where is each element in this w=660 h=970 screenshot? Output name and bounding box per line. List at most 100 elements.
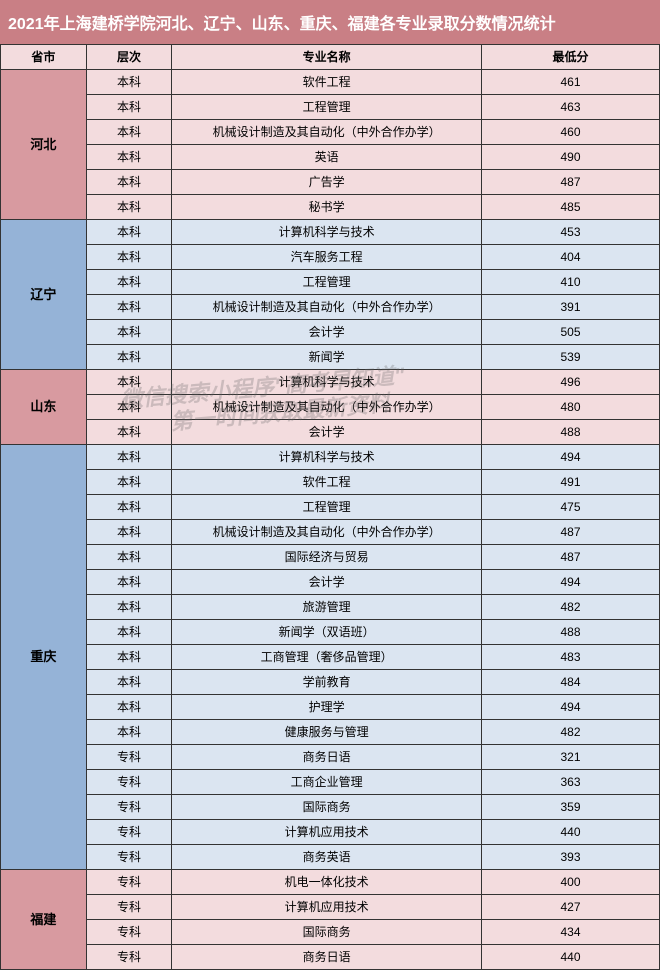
major-cell: 机械设计制造及其自动化（中外合作办学） [172,120,482,145]
level-cell: 本科 [86,420,172,445]
major-cell: 工程管理 [172,495,482,520]
table-row: 本科英语490 [1,145,660,170]
level-cell: 本科 [86,120,172,145]
table-row: 本科工程管理463 [1,95,660,120]
major-cell: 商务日语 [172,745,482,770]
table-row: 本科健康服务与管理482 [1,720,660,745]
level-cell: 专科 [86,920,172,945]
major-cell: 新闻学 [172,345,482,370]
score-cell: 494 [482,445,660,470]
score-cell: 488 [482,620,660,645]
table-row: 专科商务英语393 [1,845,660,870]
major-cell: 秘书学 [172,195,482,220]
score-cell: 496 [482,370,660,395]
level-cell: 专科 [86,945,172,970]
score-cell: 491 [482,470,660,495]
table-row: 本科机械设计制造及其自动化（中外合作办学）460 [1,120,660,145]
major-cell: 机械设计制造及其自动化（中外合作办学） [172,520,482,545]
score-cell: 488 [482,420,660,445]
major-cell: 软件工程 [172,470,482,495]
major-cell: 护理学 [172,695,482,720]
major-cell: 商务日语 [172,945,482,970]
table-row: 本科汽车服务工程404 [1,245,660,270]
table-row: 山东本科计算机科学与技术496 [1,370,660,395]
table-container: 2021年上海建桥学院河北、辽宁、山东、重庆、福建各专业录取分数情况统计 省市 … [0,0,660,970]
level-cell: 本科 [86,620,172,645]
major-cell: 会计学 [172,420,482,445]
major-cell: 工程管理 [172,95,482,120]
score-cell: 482 [482,720,660,745]
province-cell: 重庆 [1,445,87,870]
level-cell: 本科 [86,545,172,570]
major-cell: 工商企业管理 [172,770,482,795]
table-row: 专科商务日语440 [1,945,660,970]
score-cell: 480 [482,395,660,420]
table-row: 本科学前教育484 [1,670,660,695]
table-row: 重庆本科计算机科学与技术494 [1,445,660,470]
major-cell: 健康服务与管理 [172,720,482,745]
level-cell: 本科 [86,645,172,670]
level-cell: 专科 [86,895,172,920]
score-cell: 483 [482,645,660,670]
score-cell: 461 [482,70,660,95]
score-cell: 490 [482,145,660,170]
table-row: 辽宁本科计算机科学与技术453 [1,220,660,245]
major-cell: 机械设计制造及其自动化（中外合作办学） [172,395,482,420]
major-cell: 新闻学（双语班） [172,620,482,645]
table-row: 本科软件工程491 [1,470,660,495]
level-cell: 专科 [86,770,172,795]
major-cell: 英语 [172,145,482,170]
major-cell: 计算机应用技术 [172,895,482,920]
score-cell: 505 [482,320,660,345]
major-cell: 工程管理 [172,270,482,295]
level-cell: 本科 [86,470,172,495]
level-cell: 本科 [86,370,172,395]
level-cell: 专科 [86,820,172,845]
table-row: 专科商务日语321 [1,745,660,770]
score-cell: 363 [482,770,660,795]
major-cell: 会计学 [172,570,482,595]
table-row: 专科工商企业管理363 [1,770,660,795]
major-cell: 商务英语 [172,845,482,870]
header-major: 专业名称 [172,45,482,70]
header-province: 省市 [1,45,87,70]
score-cell: 487 [482,545,660,570]
page-title: 2021年上海建桥学院河北、辽宁、山东、重庆、福建各专业录取分数情况统计 [0,0,660,44]
score-cell: 485 [482,195,660,220]
score-cell: 400 [482,870,660,895]
score-cell: 475 [482,495,660,520]
score-cell: 440 [482,945,660,970]
level-cell: 本科 [86,70,172,95]
major-cell: 旅游管理 [172,595,482,620]
level-cell: 本科 [86,170,172,195]
major-cell: 汽车服务工程 [172,245,482,270]
level-cell: 本科 [86,145,172,170]
header-level: 层次 [86,45,172,70]
table-row: 本科国际经济与贸易487 [1,545,660,570]
score-cell: 391 [482,295,660,320]
score-cell: 427 [482,895,660,920]
table-row: 本科会计学494 [1,570,660,595]
score-cell: 494 [482,570,660,595]
score-cell: 410 [482,270,660,295]
table-row: 福建专科机电一体化技术400 [1,870,660,895]
table-row: 专科计算机应用技术427 [1,895,660,920]
score-cell: 393 [482,845,660,870]
score-cell: 463 [482,95,660,120]
header-score: 最低分 [482,45,660,70]
score-cell: 404 [482,245,660,270]
table-row: 本科会计学505 [1,320,660,345]
level-cell: 本科 [86,245,172,270]
level-cell: 本科 [86,570,172,595]
level-cell: 专科 [86,795,172,820]
table-row: 河北本科软件工程461 [1,70,660,95]
table-row: 本科工程管理410 [1,270,660,295]
province-cell: 河北 [1,70,87,220]
table-row: 本科新闻学（双语班）488 [1,620,660,645]
major-cell: 国际商务 [172,795,482,820]
major-cell: 国际经济与贸易 [172,545,482,570]
major-cell: 学前教育 [172,670,482,695]
level-cell: 本科 [86,695,172,720]
level-cell: 本科 [86,670,172,695]
province-cell: 辽宁 [1,220,87,370]
